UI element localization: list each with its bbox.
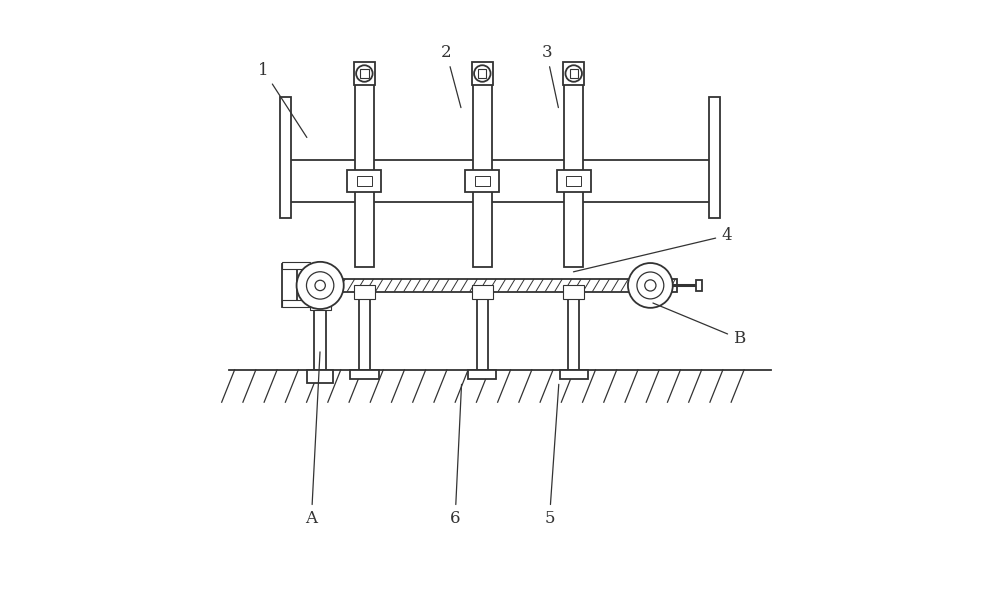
- Text: 3: 3: [541, 44, 558, 108]
- Bar: [709, 97, 720, 218]
- Bar: [282, 264, 297, 307]
- Circle shape: [474, 65, 491, 82]
- Bar: [475, 176, 490, 186]
- Bar: [307, 370, 333, 383]
- Bar: [477, 292, 488, 370]
- Bar: [310, 302, 331, 310]
- Circle shape: [637, 272, 664, 299]
- Circle shape: [645, 280, 656, 291]
- Bar: [280, 97, 291, 218]
- Text: A: A: [305, 352, 320, 527]
- Circle shape: [306, 271, 334, 299]
- Bar: [354, 285, 375, 299]
- Circle shape: [628, 263, 673, 308]
- Bar: [472, 285, 493, 299]
- Bar: [472, 62, 493, 85]
- Bar: [557, 170, 591, 193]
- Bar: [643, 276, 657, 295]
- Bar: [357, 176, 372, 186]
- Bar: [478, 69, 486, 78]
- Bar: [563, 285, 584, 299]
- Text: B: B: [653, 303, 745, 347]
- Text: 1: 1: [258, 62, 307, 138]
- Bar: [560, 370, 588, 379]
- Bar: [350, 370, 379, 379]
- Bar: [354, 62, 375, 85]
- Bar: [465, 170, 499, 193]
- Bar: [564, 69, 583, 267]
- Bar: [468, 370, 496, 379]
- Text: 4: 4: [573, 227, 732, 272]
- Circle shape: [315, 280, 325, 291]
- Bar: [360, 69, 369, 78]
- Bar: [563, 62, 584, 85]
- Circle shape: [356, 65, 373, 82]
- Bar: [282, 300, 310, 307]
- Bar: [359, 292, 370, 370]
- Bar: [696, 279, 702, 291]
- Bar: [570, 69, 578, 78]
- Bar: [314, 307, 326, 370]
- Bar: [347, 170, 381, 193]
- Bar: [282, 262, 310, 269]
- Bar: [473, 69, 492, 267]
- Text: 6: 6: [450, 385, 462, 527]
- Circle shape: [297, 262, 344, 309]
- Bar: [285, 279, 677, 292]
- Text: 5: 5: [544, 385, 559, 527]
- Bar: [355, 69, 374, 267]
- Bar: [568, 292, 579, 370]
- Circle shape: [565, 65, 582, 82]
- Bar: [566, 176, 581, 186]
- Text: 2: 2: [441, 44, 461, 108]
